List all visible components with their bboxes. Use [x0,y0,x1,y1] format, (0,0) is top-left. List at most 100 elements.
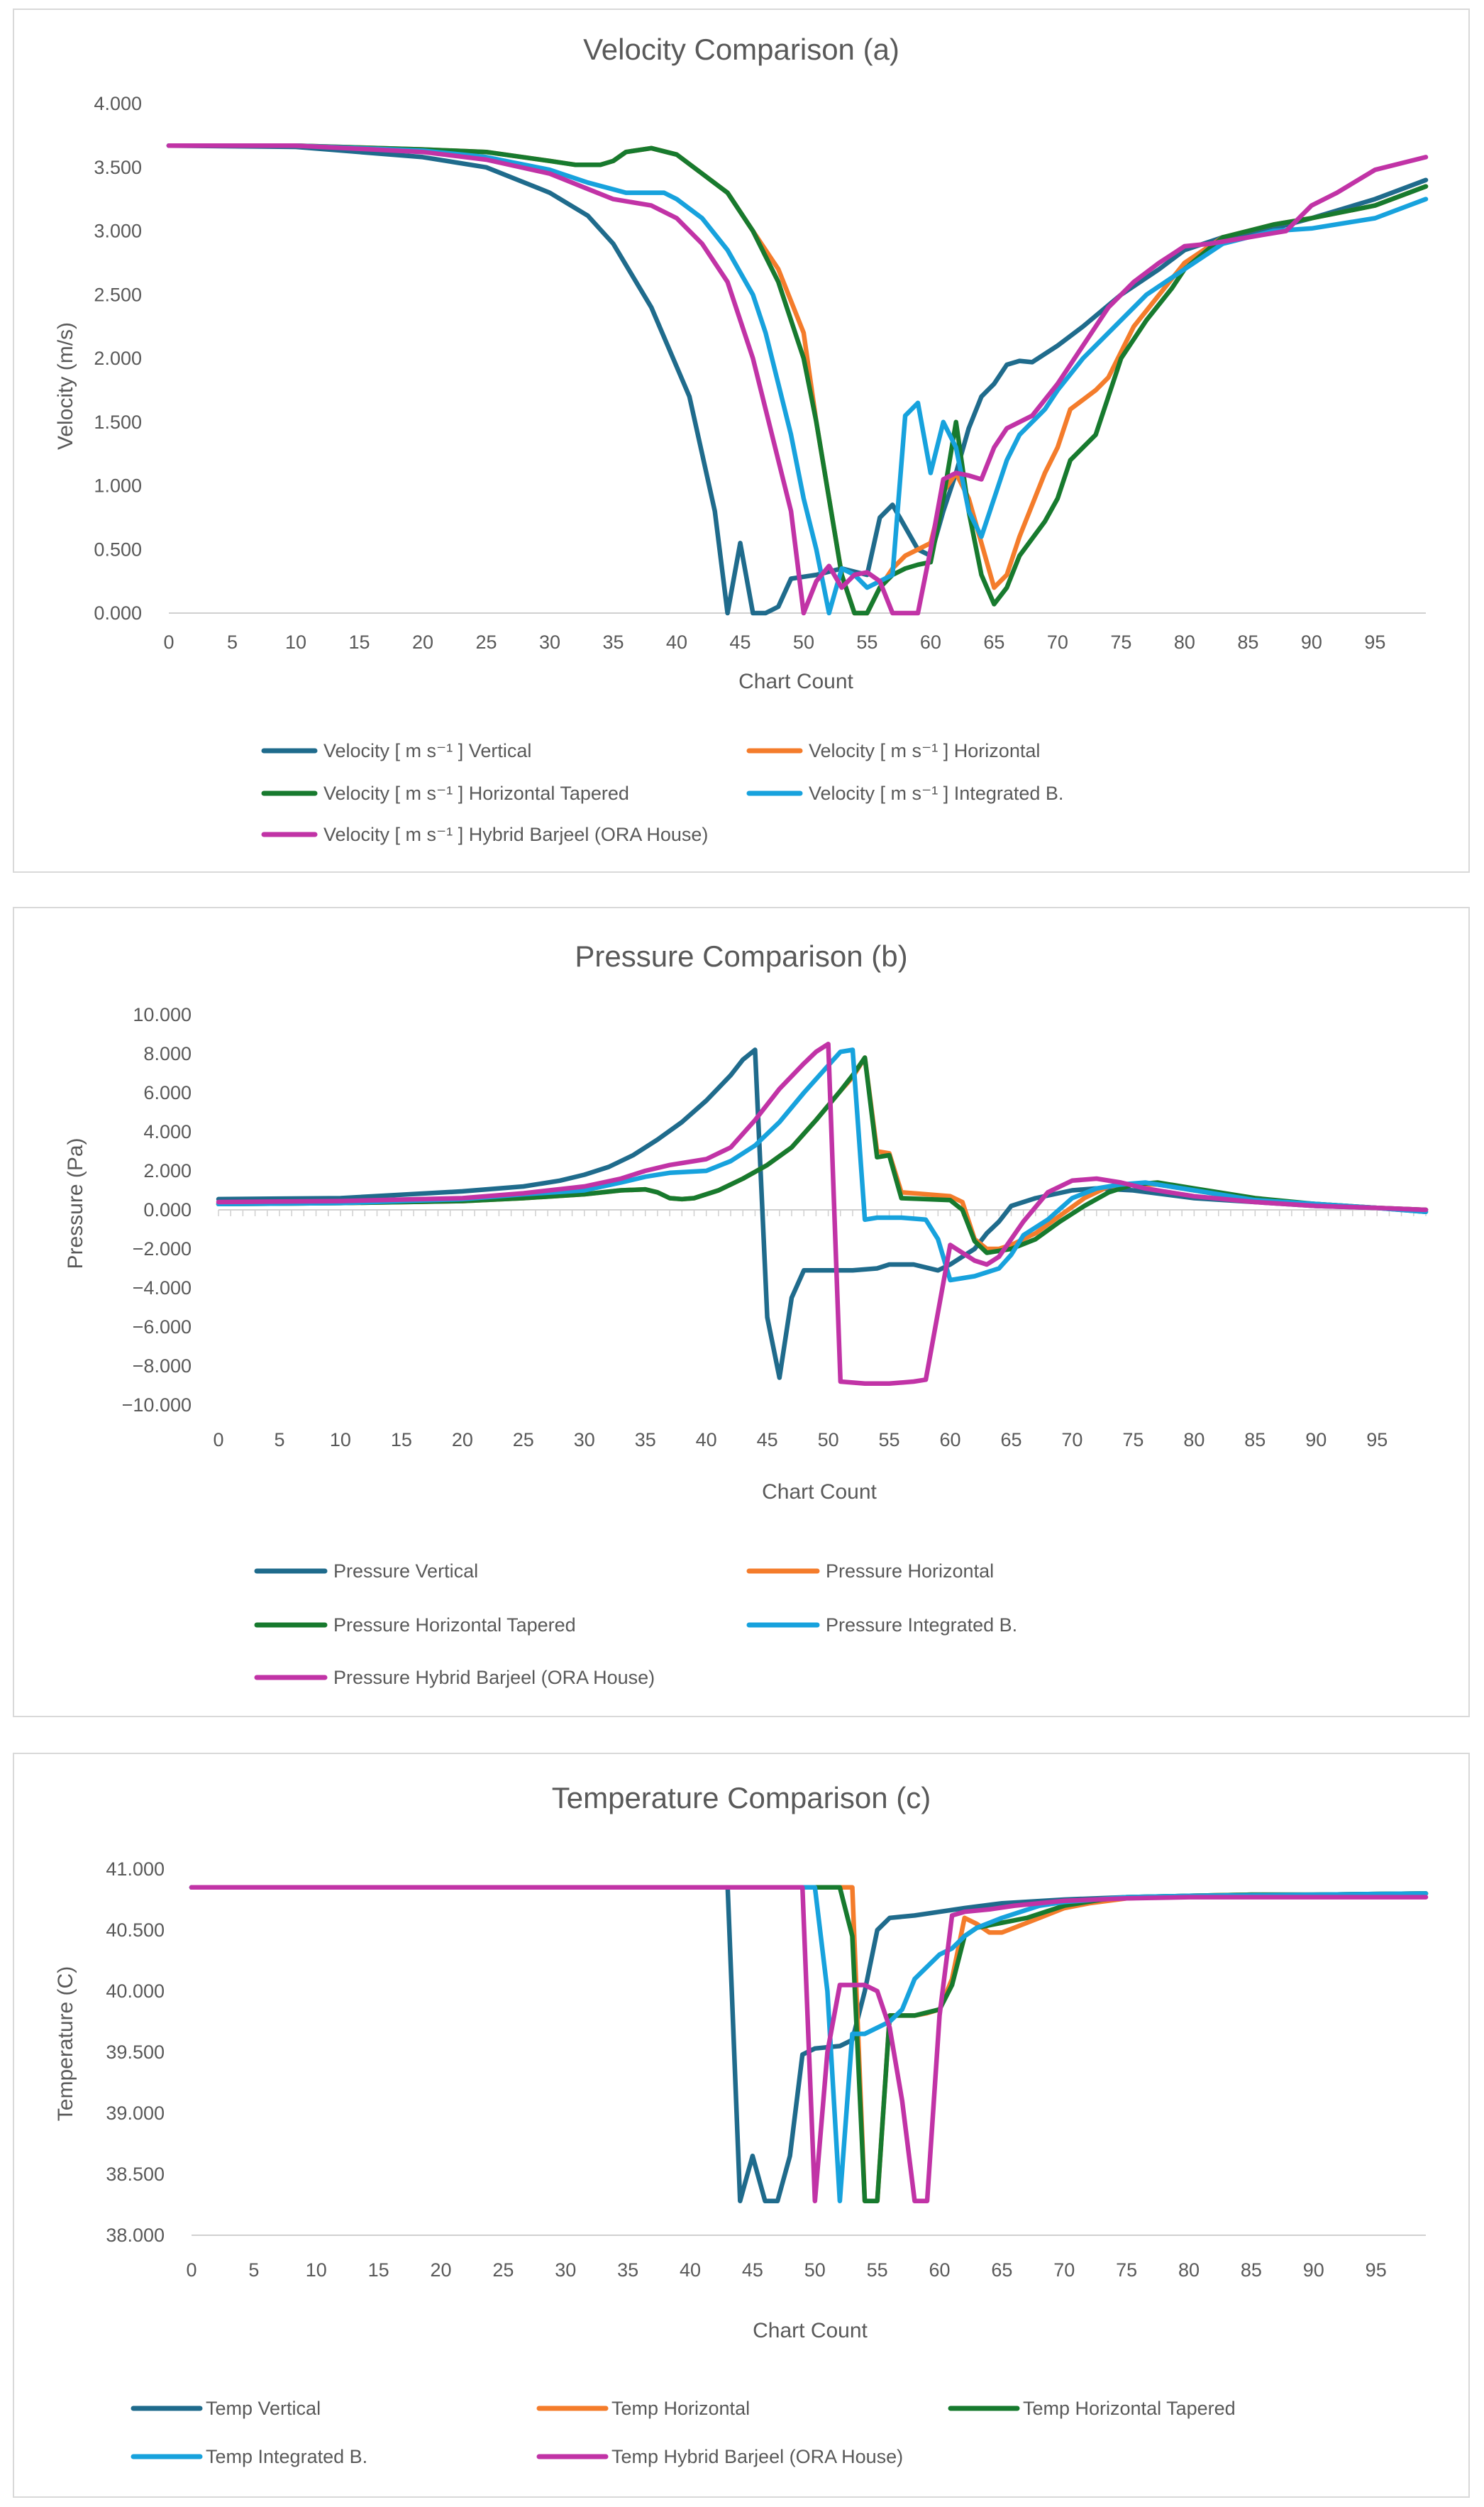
y-tick-label: 38.000 [106,2225,165,2246]
legend-label: Velocity [ m s⁻¹ ] Horizontal Tapered [323,783,629,804]
x-tick-label: 10 [330,1429,351,1450]
legend-item-horizontal: Temp Horizontal [536,2398,750,2419]
x-axis-label: Chart Count [753,2319,868,2342]
x-tick-label: 30 [574,1429,595,1450]
legend-item-hybrid: Temp Hybrid Barjeel (ORA House) [536,2446,903,2467]
y-axis-label: Velocity (m/s) [54,322,77,450]
legend-label: Pressure Hybrid Barjeel (ORA House) [333,1667,655,1688]
y-tick-label: 0.500 [94,539,142,560]
x-tick-label: 25 [513,1429,534,1450]
x-tick-label: 10 [306,2259,327,2281]
x-tick-label: 0 [213,1429,223,1450]
y-tick-label: −6.000 [133,1316,192,1338]
y-tick-label: 40.000 [106,1980,165,2002]
y-tick-label: 3.000 [94,221,142,242]
legend-item-tapered: Velocity [ m s⁻¹ ] Horizontal Tapered [261,783,629,804]
legend: Pressure Vertical Pressure Horizontal Pres… [254,1560,1017,1688]
x-tick-label: 55 [867,2259,888,2281]
legend-item-horizontal: Pressure Horizontal [746,1560,994,1582]
x-tick-label: 85 [1244,1429,1266,1450]
series-line-horizontal [216,1055,1429,1252]
x-tick-label: 75 [1110,632,1131,653]
x-tick-label: 0 [163,632,174,653]
chart-title: Velocity Comparison (a) [583,33,899,66]
x-tick-label: 25 [475,632,497,653]
x-tick-label: 55 [879,1429,900,1450]
series-line-vertical [166,143,1429,616]
x-tick-label: 5 [227,632,238,653]
x-tick-label: 20 [452,1429,473,1450]
temperature-chart-panel: Temperature Comparison (c) 38.000 38.500 3… [13,1753,1470,2498]
series-lines [216,1042,1429,1387]
x-tick-label: 20 [412,632,433,653]
x-tick-label: 45 [729,632,751,653]
x-tick-label: 50 [793,632,814,653]
x-tick-label: 80 [1174,632,1195,653]
axes: 0.000 0.500 1.000 1.500 2.000 2.500 3.000 3.500… [94,93,1426,653]
series-line-tapered [216,1055,1429,1255]
legend-label: Temp Horizontal [611,2398,750,2419]
y-tick-label: −4.000 [133,1277,192,1299]
y-tick-label: 38.500 [106,2164,165,2185]
x-tick-label: 80 [1183,1429,1205,1450]
series-line-horizontal [166,143,1429,616]
x-tick-label: 75 [1116,2259,1137,2281]
x-axis-label: Chart Count [738,670,853,693]
x-tick-label: 10 [285,632,306,653]
velocity-chart: Velocity Comparison (a) 0.000 0.500 1.000 1… [54,33,1429,845]
legend-label: Pressure Vertical [333,1560,478,1582]
legend-label: Pressure Integrated B. [826,1614,1017,1636]
y-tick-label: 39.500 [106,2042,165,2063]
x-tick-label: 30 [539,632,560,653]
y-tick-label: 2.000 [143,1160,192,1181]
legend-item-hybrid: Pressure Hybrid Barjeel (ORA House) [254,1667,655,1688]
x-tick-label: 90 [1301,632,1322,653]
legend-item-integrated: Pressure Integrated B. [746,1614,1017,1636]
x-tick-label: 15 [348,632,370,653]
x-tick-label: 95 [1366,1429,1388,1450]
x-tick-label: 75 [1122,1429,1144,1450]
legend-label: Temp Horizontal Tapered [1023,2398,1236,2419]
y-tick-label: −10.000 [122,1394,192,1416]
x-tick-label: 40 [666,632,687,653]
y-tick-label: 39.000 [106,2103,165,2124]
legend-item-tapered: Temp Horizontal Tapered [948,2398,1236,2419]
x-tick-label: 25 [492,2259,514,2281]
x-tick-label: 40 [680,2259,701,2281]
legend-label: Temp Hybrid Barjeel (ORA House) [611,2446,903,2467]
legend-label: Velocity [ m s⁻¹ ] Horizontal [809,740,1040,761]
y-tick-label: 4.000 [143,1121,192,1142]
x-tick-label: 15 [391,1429,412,1450]
x-tick-label: 35 [635,1429,656,1450]
chart-title: Temperature Comparison (c) [552,1781,931,1814]
x-tick-label: 15 [368,2259,389,2281]
x-tick-label: 45 [742,2259,763,2281]
legend: Velocity [ m s⁻¹ ] Vertical Velocity [ m … [261,740,1063,845]
x-tick-label: 60 [929,2259,951,2281]
x-tick-label: 35 [617,2259,638,2281]
y-tick-label: 0.000 [94,602,142,624]
legend-label: Pressure Horizontal Tapered [333,1614,576,1636]
chart-title: Pressure Comparison (b) [575,940,907,973]
x-tick-label: 30 [555,2259,576,2281]
legend-item-horizontal: Velocity [ m s⁻¹ ] Horizontal [746,740,1040,761]
pressure-chart-panel: Pressure Comparison (b) −10.000 −8.000 −6.… [13,907,1470,1717]
x-tick-label: 90 [1303,2259,1324,2281]
y-tick-label: 4.000 [94,93,142,114]
x-tick-label: 65 [1000,1429,1021,1450]
x-tick-label: 65 [983,632,1004,653]
legend-item-vertical: Velocity [ m s⁻¹ ] Vertical [261,740,531,761]
x-tick-label: 45 [757,1429,778,1450]
x-tick-label: 35 [602,632,624,653]
y-tick-label: 3.500 [94,157,142,178]
series-line-integrated [216,1047,1429,1283]
y-axis-label: Temperature (C) [54,1966,77,2121]
x-tick-label: 95 [1366,2259,1387,2281]
legend-item-tapered: Pressure Horizontal Tapered [254,1614,576,1636]
x-tick-label: 60 [939,1429,960,1450]
y-tick-label: −2.000 [133,1238,192,1260]
x-tick-label: 50 [804,2259,826,2281]
series-line-hybrid [189,1885,1429,2204]
y-tick-label: −8.000 [133,1355,192,1377]
series-line-hybrid [216,1042,1429,1387]
